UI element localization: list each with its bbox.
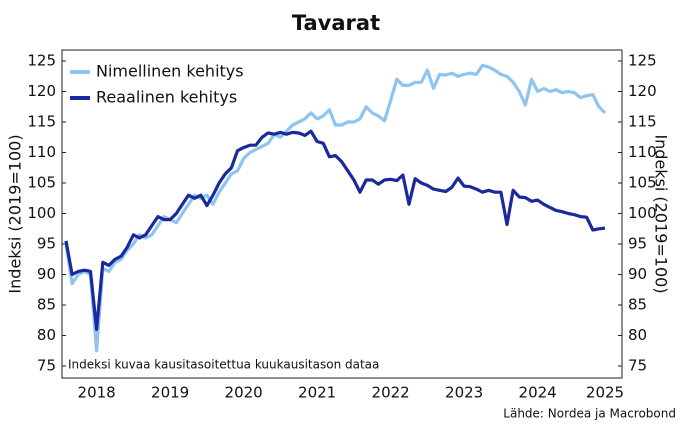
y-axis-label: Indeksi (2019=100): [6, 134, 25, 293]
x-tick-label: 2024: [519, 384, 557, 402]
annotation: Indeksi kuvaa kausitasoitettua kuukausit…: [68, 358, 379, 372]
y2-tick-label: 80: [628, 326, 647, 344]
y2-tick-label: 125: [628, 52, 657, 70]
y2-tick-label: 90: [628, 265, 647, 283]
y-tick-label: 100: [27, 204, 56, 222]
x-tick-label: 2021: [298, 384, 336, 402]
y2-tick-label: 85: [628, 296, 647, 314]
legend-label: Nimellinen kehitys: [96, 62, 244, 81]
y2-tick-label: 95: [628, 235, 647, 253]
series-line: [64, 63, 607, 353]
y-tick-label: 120: [27, 82, 56, 100]
source: Lähde: Nordea ja Macrobond: [503, 407, 676, 421]
y2-tick-label: 100: [628, 204, 657, 222]
legend-label: Reaalinen kehitys: [96, 88, 237, 107]
x-tick-label: 2019: [151, 384, 189, 402]
y-tick-label: 115: [27, 113, 56, 131]
y2-axis-label: Indeksi (2019=100): [652, 134, 671, 293]
y2-tick-label: 105: [628, 174, 657, 192]
y2-tick-label: 75: [628, 357, 647, 375]
y2-tick-label: 110: [628, 143, 657, 161]
x-tick-label: 2022: [372, 384, 410, 402]
y-tick-label: 90: [37, 265, 56, 283]
x-tick-label: 2025: [586, 384, 624, 402]
y-tick-label: 125: [27, 52, 56, 70]
y-tick-label: 80: [37, 326, 56, 344]
series-line: [64, 129, 606, 331]
y-tick-label: 110: [27, 143, 56, 161]
y-tick-label: 85: [37, 296, 56, 314]
y2-tick-label: 120: [628, 82, 657, 100]
x-tick-label: 2023: [445, 384, 483, 402]
chart-title: Tavarat: [292, 11, 380, 35]
y2-tick-label: 115: [628, 113, 657, 131]
y-tick-label: 75: [37, 357, 56, 375]
x-tick-label: 2020: [225, 384, 263, 402]
x-tick-label: 2018: [78, 384, 116, 402]
y-tick-label: 105: [27, 174, 56, 192]
y-tick-label: 95: [37, 235, 56, 253]
